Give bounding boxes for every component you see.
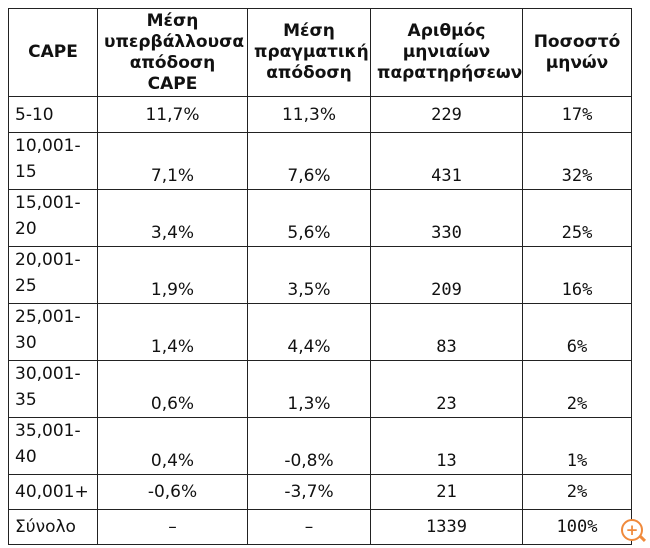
zoom-in-icon[interactable]: + [621, 519, 643, 541]
cell-real-return: 5,6% [247, 189, 371, 247]
cell-percent: 2% [522, 360, 632, 418]
cell-excess-return: 0,6% [97, 360, 248, 418]
header-percent-months: Ποσοστό μηνών [522, 8, 632, 97]
table-row: 5-10 11,7% 11,3% 229 17% [8, 96, 632, 133]
cell-observations: 13 [370, 417, 523, 475]
cell-percent: 6% [522, 303, 632, 361]
cell-cape: 30,001-35 [8, 360, 98, 418]
cell-cape: 5-10 [8, 96, 98, 133]
cell-excess-return: – [97, 509, 248, 545]
cell-real-return: 7,6% [247, 132, 371, 190]
cell-excess-return: 7,1% [97, 132, 248, 190]
table-row: 15,001-20 3,4% 5,6% 330 25% [8, 189, 632, 247]
header-cape: CAPE [8, 8, 98, 97]
zoom-in-label: + [625, 520, 639, 539]
cell-cape: 40,001+ [8, 474, 98, 510]
cell-observations: 21 [370, 474, 523, 510]
cell-observations: 229 [370, 96, 523, 133]
cell-real-return: – [247, 509, 371, 545]
cell-cape: 25,001-30 [8, 303, 98, 361]
cell-observations: 83 [370, 303, 523, 361]
table-row: 20,001-25 1,9% 3,5% 209 16% [8, 246, 632, 304]
cell-cape: 35,001-40 [8, 417, 98, 475]
table-row: 40,001+ -0,6% -3,7% 21 2% [8, 474, 632, 510]
cell-real-return: 3,5% [247, 246, 371, 304]
table-header-row: CAPE Μέση υπερβάλλουσα απόδοση CAPE Μέση… [8, 8, 632, 97]
header-avg-excess-return: Μέση υπερβάλλουσα απόδοση CAPE [97, 8, 248, 97]
table-row: 10,001-15 7,1% 7,6% 431 32% [8, 132, 632, 190]
cell-observations: 1339 [370, 509, 523, 545]
cell-excess-return: 0,4% [97, 417, 248, 475]
cell-excess-return: -0,6% [97, 474, 248, 510]
cell-observations: 330 [370, 189, 523, 247]
cape-returns-table: CAPE Μέση υπερβάλλουσα απόδοση CAPE Μέση… [8, 8, 632, 545]
cell-percent: 25% [522, 189, 632, 247]
table-row-total: Σύνολο – – 1339 100% [8, 509, 632, 545]
cell-percent: 17% [522, 96, 632, 133]
table-row: 35,001-40 0,4% -0,8% 13 1% [8, 417, 632, 475]
cell-cape: 20,001-25 [8, 246, 98, 304]
cell-real-return: 11,3% [247, 96, 371, 133]
cell-excess-return: 11,7% [97, 96, 248, 133]
cell-excess-return: 3,4% [97, 189, 248, 247]
cell-cape: 10,001-15 [8, 132, 98, 190]
cell-real-return: 1,3% [247, 360, 371, 418]
table-row: 25,001-30 1,4% 4,4% 83 6% [8, 303, 632, 361]
cell-excess-return: 1,4% [97, 303, 248, 361]
cell-percent: 32% [522, 132, 632, 190]
cell-percent: 100% [522, 509, 632, 545]
header-monthly-observations: Αριθμός μηνιαίων παρατηρήσεων [370, 8, 523, 97]
cell-observations: 431 [370, 132, 523, 190]
cell-observations: 209 [370, 246, 523, 304]
cell-real-return: 4,4% [247, 303, 371, 361]
cell-real-return: -3,7% [247, 474, 371, 510]
cell-percent: 16% [522, 246, 632, 304]
cell-cape: 15,001-20 [8, 189, 98, 247]
cell-real-return: -0,8% [247, 417, 371, 475]
header-avg-real-return: Μέση πραγματική απόδοση [247, 8, 371, 97]
table-row: 30,001-35 0,6% 1,3% 23 2% [8, 360, 632, 418]
cell-cape: Σύνολο [8, 509, 98, 545]
cell-percent: 2% [522, 474, 632, 510]
cell-percent: 1% [522, 417, 632, 475]
cell-observations: 23 [370, 360, 523, 418]
cell-excess-return: 1,9% [97, 246, 248, 304]
